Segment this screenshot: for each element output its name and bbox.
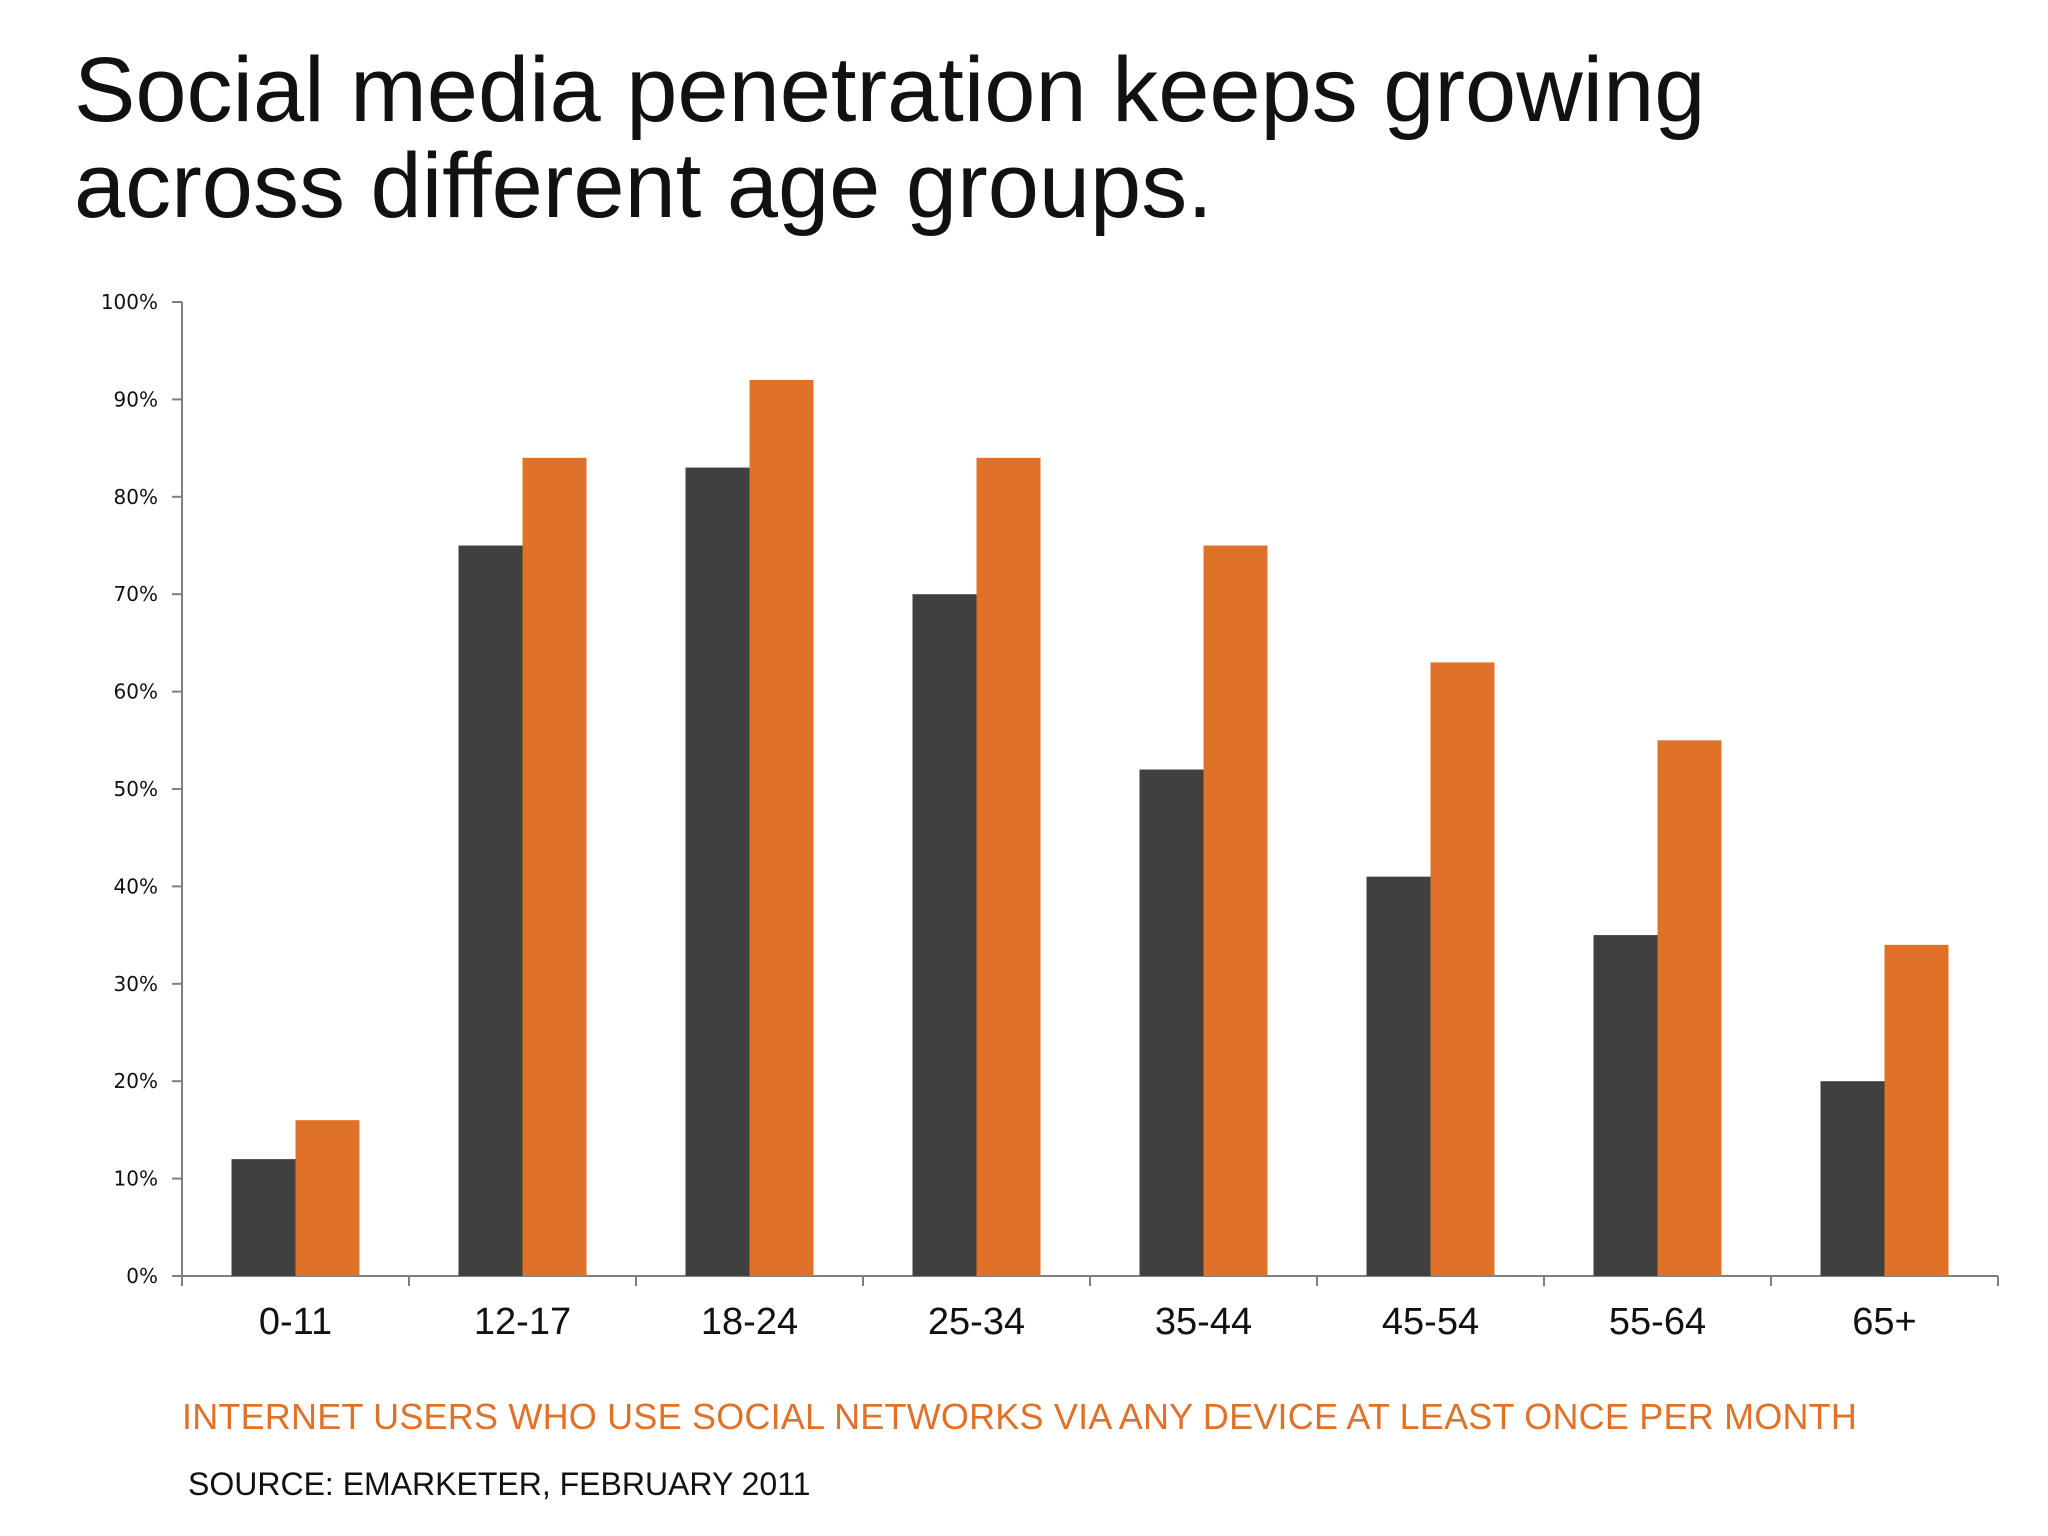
- y-tick-label: 40%: [114, 874, 158, 898]
- bar-12-17-series-1: [458, 545, 523, 1276]
- x-tick-label: 25-34: [928, 1301, 1025, 1343]
- y-tick-label: 50%: [114, 777, 158, 801]
- x-tick-label: 35-44: [1155, 1301, 1252, 1343]
- bar-35-44-series-2: [1203, 545, 1268, 1276]
- chart-bars: [231, 379, 1949, 1277]
- x-tick-label: 65+: [1852, 1301, 1916, 1343]
- chart-title: Social media penetration keeps growing a…: [74, 42, 2034, 234]
- bar-18-24-series-2: [749, 379, 814, 1276]
- x-tick-label: 18-24: [701, 1301, 798, 1343]
- bar-65+-series-1: [1820, 1081, 1885, 1276]
- bar-55-64-series-1: [1593, 935, 1658, 1276]
- chart-axes: [172, 301, 1999, 1286]
- y-tick-label: 80%: [114, 485, 158, 509]
- bar-18-24-series-1: [685, 467, 750, 1277]
- x-tick-label: 55-64: [1609, 1301, 1706, 1343]
- chart-title-line-2: across different age groups.: [74, 135, 1213, 237]
- chart-caption: INTERNET USERS WHO USE SOCIAL NETWORKS V…: [182, 1396, 1858, 1437]
- bar-35-44-series-1: [1139, 769, 1204, 1276]
- y-tick-label: 30%: [114, 972, 158, 996]
- y-tick-label: 0%: [126, 1264, 158, 1288]
- bar-65+-series-2: [1884, 944, 1949, 1276]
- bar-45-54-series-1: [1366, 876, 1431, 1276]
- y-tick-label: 60%: [114, 680, 158, 704]
- bar-0-11-series-2: [295, 1120, 360, 1276]
- bar-0-11-series-1: [231, 1159, 296, 1276]
- source-note: SOURCE: EMARKETER, FEBRUARY 2011: [188, 1466, 811, 1502]
- chart-title-line-1: Social media penetration keeps growing: [74, 39, 1706, 141]
- bar-25-34-series-1: [912, 594, 977, 1276]
- y-tick-label: 90%: [114, 387, 158, 411]
- y-tick-label: 10%: [114, 1167, 158, 1191]
- y-tick-label: 20%: [114, 1069, 158, 1093]
- x-tick-label: 45-54: [1382, 1301, 1479, 1343]
- bar-55-64-series-2: [1657, 740, 1722, 1276]
- y-tick-label: 100%: [101, 290, 158, 314]
- bar-12-17-series-2: [522, 457, 587, 1277]
- chart-labels: 0% 10% 20% 30% 40% 50% 60% 70% 80% 90% 100% 0-11 12-…: [101, 290, 1917, 1343]
- bar-25-34-series-2: [976, 457, 1041, 1277]
- x-tick-label: 12-17: [474, 1301, 571, 1343]
- bar-chart: 0% 10% 20% 30% 40% 50% 60% 70% 80% 90% 100% 0-11 12-…: [101, 290, 1999, 1343]
- x-tick-label: 0-11: [259, 1301, 332, 1343]
- bar-45-54-series-2: [1430, 662, 1495, 1276]
- y-tick-label: 70%: [114, 582, 158, 606]
